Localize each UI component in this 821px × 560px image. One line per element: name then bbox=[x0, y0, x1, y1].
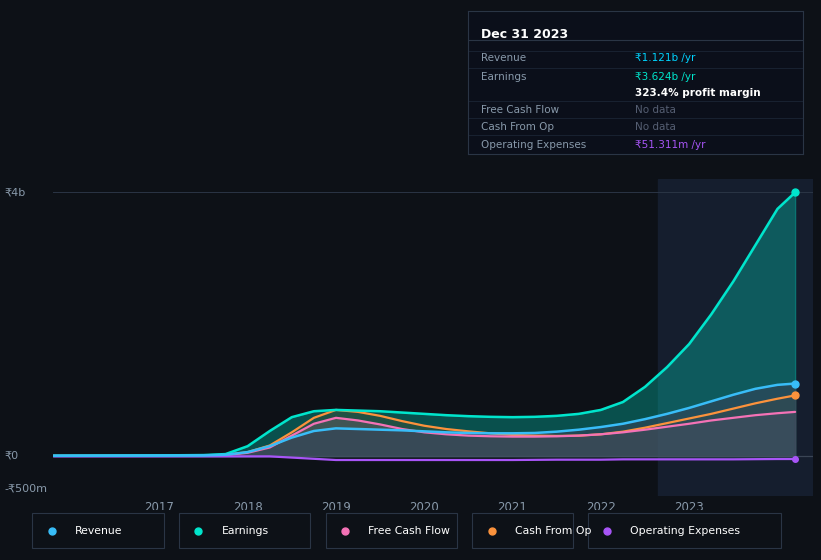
Text: Earnings: Earnings bbox=[222, 526, 268, 535]
Text: Operating Expenses: Operating Expenses bbox=[481, 141, 587, 151]
Text: Cash From Op: Cash From Op bbox=[515, 526, 591, 535]
Text: No data: No data bbox=[635, 122, 677, 132]
Text: ₹0: ₹0 bbox=[4, 451, 18, 461]
Text: No data: No data bbox=[635, 105, 677, 115]
Bar bbox=[658, 179, 813, 496]
Text: ₹3.624b /yr: ₹3.624b /yr bbox=[635, 72, 696, 82]
Text: Dec 31 2023: Dec 31 2023 bbox=[481, 29, 568, 41]
Text: ₹1.121b /yr: ₹1.121b /yr bbox=[635, 53, 696, 63]
Text: ₹51.311m /yr: ₹51.311m /yr bbox=[635, 141, 706, 151]
Text: 323.4% profit margin: 323.4% profit margin bbox=[635, 87, 761, 97]
Text: Free Cash Flow: Free Cash Flow bbox=[368, 526, 450, 535]
Text: Operating Expenses: Operating Expenses bbox=[631, 526, 741, 535]
Text: Earnings: Earnings bbox=[481, 72, 527, 82]
Text: ₹4b: ₹4b bbox=[4, 188, 25, 197]
Text: -₹500m: -₹500m bbox=[4, 484, 47, 494]
Text: Revenue: Revenue bbox=[481, 53, 526, 63]
Text: Revenue: Revenue bbox=[75, 526, 122, 535]
Text: Free Cash Flow: Free Cash Flow bbox=[481, 105, 559, 115]
Text: Cash From Op: Cash From Op bbox=[481, 122, 554, 132]
